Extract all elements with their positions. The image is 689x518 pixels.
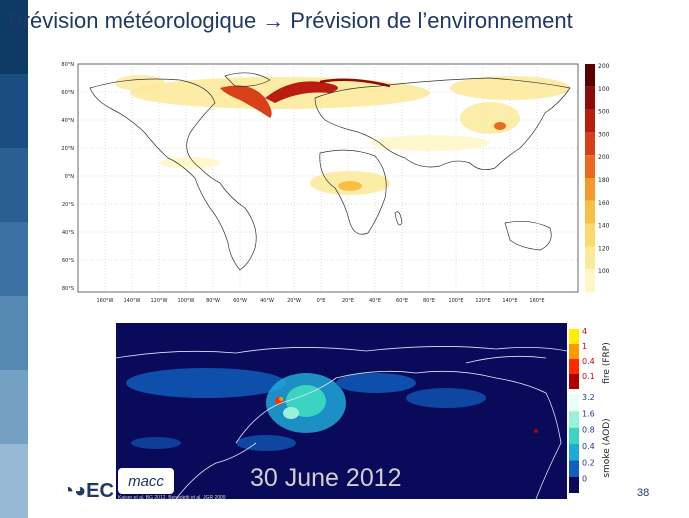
lon-label: 140°E — [502, 298, 517, 304]
fire-tick: 0.4 — [582, 357, 595, 366]
coastlines-bottom — [115, 346, 568, 500]
lat-label: 0°N — [65, 174, 75, 180]
fire-tick: 1 — [582, 342, 587, 351]
lon-label: 80°E — [423, 298, 435, 304]
colorbar-label: 160 — [598, 200, 610, 207]
macc-logo: macc — [118, 468, 174, 494]
ecmwf-logo: ◔◕EC — [62, 480, 114, 503]
smoke-title: smoke (AOD) — [602, 418, 612, 477]
colorbar-label: 140 — [598, 223, 610, 230]
colorbar-swatch — [585, 64, 595, 87]
smoke-swatch — [569, 395, 579, 412]
title-left: Prévision météorologique — [8, 8, 257, 33]
colorbar-swatch — [585, 200, 595, 224]
smoke-swatch — [569, 476, 579, 493]
arrow-icon: → — [262, 8, 285, 33]
fire-title: fire (FRP) — [602, 342, 612, 383]
lon-labels: 160°W 140°W 120°W 100°W 80°W 60°W 40°W 2… — [97, 298, 545, 304]
smoke-tick: 0.4 — [582, 442, 595, 451]
lat-labels: 80°N 60°N 40°N 20°N 0°N 20°S 40°S 60°S 8… — [61, 62, 74, 292]
lat-label: 40°N — [61, 118, 74, 124]
fire-tick: 4 — [582, 327, 587, 336]
lon-label: 20°E — [342, 298, 354, 304]
fire-swatch — [569, 344, 579, 359]
lon-label: 120°W — [151, 298, 168, 304]
title-right: Prévision de l’environnement — [290, 8, 573, 33]
lat-label: 60°S — [62, 258, 74, 264]
colorbar-label: 500 — [598, 109, 610, 116]
credit-text: Kaiser et al. BG 2012, Benedetti et al. … — [118, 495, 226, 501]
colorbar-swatch — [585, 155, 595, 178]
colorbar-swatch — [585, 223, 595, 247]
lon-label: 20°W — [287, 298, 301, 304]
lat-label: 20°N — [61, 146, 74, 152]
page-title: Prévision météorologique → Prévision de l’… — [8, 8, 573, 34]
lat-label: 60°N — [61, 90, 74, 96]
smoke-plume — [126, 368, 538, 451]
lat-label: 40°S — [62, 230, 74, 236]
colorbar-swatch — [585, 246, 595, 270]
smoke-swatch — [569, 411, 579, 428]
fire-swatch — [569, 374, 579, 389]
lon-label: 80°W — [206, 298, 220, 304]
map2-colorbar: fire (FRP) smoke (AOD) 4 1 0.4 0.1 3.2 1.6 0.8… — [567, 323, 627, 499]
colorbar-label: 120 — [598, 245, 610, 252]
lon-label: 40°E — [369, 298, 381, 304]
colorbar-swatch — [585, 132, 595, 156]
colorbar-label: 100 — [598, 268, 610, 275]
map1-colorbar: 2000 1000 500 300 200 180 160 140 120 100 — [585, 63, 613, 292]
lon-label: 140°W — [124, 298, 141, 304]
colorbar-swatch — [585, 269, 595, 292]
smoke-tick: 0.2 — [582, 458, 595, 467]
fire-swatch — [569, 329, 579, 344]
colorbar-label: 180 — [598, 177, 610, 184]
colorbar-label: 200 — [598, 154, 610, 161]
lat-label: 80°N — [61, 62, 74, 68]
lon-label: 0°E — [317, 298, 326, 304]
fire-tick: 0.1 — [582, 372, 595, 381]
lon-label: 160°E — [529, 298, 544, 304]
colorbar-swatch — [585, 86, 595, 110]
lon-label: 120°E — [475, 298, 490, 304]
colorbar-swatch — [585, 109, 595, 133]
coastlines — [89, 72, 571, 271]
date-label: 30 June 2012 — [250, 464, 402, 492]
lon-label: 100°W — [178, 298, 195, 304]
lat-label: 80°S — [62, 286, 74, 292]
lon-label: 60°W — [233, 298, 247, 304]
lat-label: 20°S — [62, 202, 74, 208]
lon-label: 100°E — [448, 298, 463, 304]
smoke-swatch — [569, 460, 579, 477]
world-fire-map: 80°N 60°N 40°N 20°N 0°N 20°S 40°S 60°S 8… — [50, 58, 613, 313]
lon-label: 60°E — [396, 298, 408, 304]
fire-swatch — [569, 359, 579, 374]
colorbar-label: 300 — [598, 131, 610, 138]
smoke-tick: 3.2 — [582, 393, 595, 402]
smoke-swatch — [569, 427, 579, 444]
smoke-tick: 0 — [582, 475, 587, 484]
lon-label: 40°W — [260, 298, 274, 304]
lon-label: 160°W — [97, 298, 114, 304]
sidebar-gradient — [0, 0, 28, 518]
colorbar-label: 1000 — [598, 86, 610, 93]
smoke-fire-map — [115, 323, 568, 500]
colorbar-label: 2000 — [598, 63, 610, 70]
colorbar-swatch — [585, 178, 595, 201]
smoke-swatch — [569, 444, 579, 461]
smoke-tick: 1.6 — [582, 409, 595, 418]
smoke-tick: 0.8 — [582, 426, 595, 435]
logo-text: EC — [86, 480, 114, 502]
slide-number: 38 — [637, 487, 650, 499]
logo-mark-icon: ◔◕ — [62, 480, 87, 502]
